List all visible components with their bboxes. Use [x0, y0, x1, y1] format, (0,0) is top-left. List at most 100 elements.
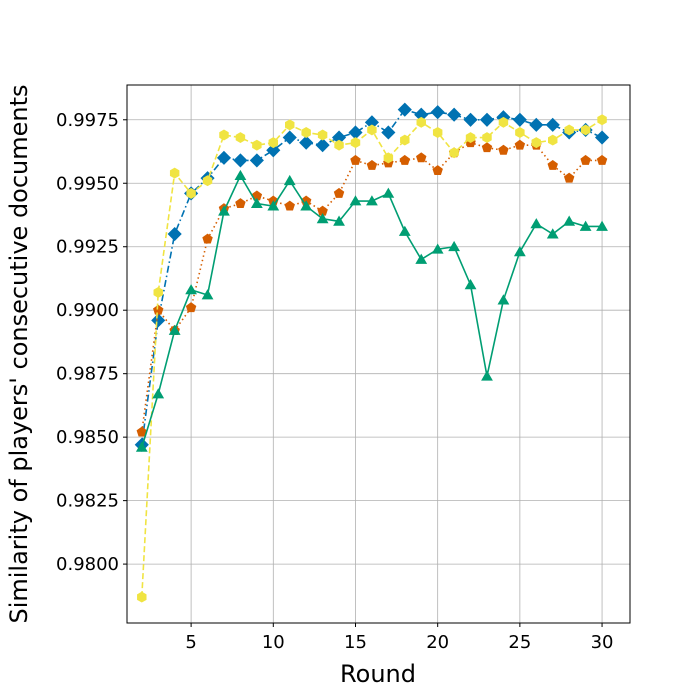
data-point	[580, 154, 591, 165]
data-point	[465, 132, 476, 144]
x-tick-label: 30	[591, 632, 614, 653]
data-point	[596, 154, 608, 165]
data-point	[366, 159, 378, 170]
data-point	[136, 426, 148, 437]
data-point	[529, 117, 544, 132]
data-point	[300, 200, 313, 211]
x-tick-label: 20	[426, 632, 449, 653]
data-point	[152, 388, 165, 399]
data-point	[350, 137, 361, 149]
y-tick-label: 0.9825	[56, 491, 119, 512]
data-point	[448, 240, 461, 252]
data-point	[299, 135, 314, 150]
data-point	[482, 132, 492, 144]
data-point	[153, 304, 164, 315]
series-4	[135, 169, 608, 452]
x-axis-title: Round	[340, 660, 416, 688]
data-point	[515, 127, 525, 138]
y-tick-label: 0.9975	[56, 110, 119, 131]
data-point	[579, 220, 592, 231]
data-point	[381, 125, 396, 140]
data-point	[546, 228, 559, 239]
data-point	[349, 195, 362, 206]
data-point	[512, 112, 527, 127]
data-point	[430, 105, 445, 120]
data-point	[168, 324, 181, 335]
data-point	[348, 125, 363, 140]
data-point	[383, 152, 394, 164]
data-point	[416, 116, 426, 128]
x-tick-label: 10	[262, 632, 285, 653]
data-point	[580, 124, 591, 136]
data-point	[545, 117, 560, 132]
y-tick-label: 0.9925	[56, 237, 119, 258]
y-tick-label: 0.9875	[56, 364, 119, 385]
series-line	[140, 141, 603, 433]
data-point	[234, 169, 247, 181]
data-point	[153, 286, 163, 298]
series-1	[134, 102, 610, 452]
data-point	[400, 134, 410, 146]
data-point	[498, 144, 509, 155]
data-point	[367, 124, 377, 136]
data-point	[285, 119, 295, 131]
data-point	[415, 253, 428, 264]
data-point	[350, 154, 361, 165]
data-point	[317, 129, 328, 141]
data-point	[563, 172, 575, 183]
data-point	[497, 294, 510, 305]
data-point	[201, 289, 214, 300]
data-point	[416, 152, 427, 163]
data-point	[249, 153, 264, 168]
series-line	[140, 119, 603, 598]
data-point	[399, 154, 411, 165]
data-point	[513, 246, 526, 257]
data-point	[282, 130, 297, 145]
data-point	[233, 153, 248, 168]
data-point	[135, 441, 148, 452]
data-point	[531, 137, 542, 149]
data-point	[449, 147, 459, 159]
data-point	[464, 279, 477, 290]
y-tick-label: 0.9850	[56, 427, 119, 448]
data-point	[151, 313, 166, 328]
x-tick-label: 15	[344, 632, 367, 653]
axis-ticks: 5 10 15 20 25 30 0.9800 0.9825 0.9850 0.9875 0.990…	[56, 110, 613, 653]
data-point	[597, 114, 607, 126]
data-point	[530, 218, 543, 229]
data-point	[316, 213, 329, 224]
data-point	[219, 129, 229, 141]
data-point	[514, 139, 526, 150]
data-point	[564, 124, 574, 136]
data-point	[432, 127, 443, 138]
data-point	[397, 102, 412, 117]
data-point	[334, 139, 344, 151]
data-point	[498, 116, 509, 128]
data-point	[398, 225, 411, 236]
data-point	[167, 226, 182, 242]
data-point	[169, 167, 180, 179]
data-point	[463, 112, 478, 127]
data-point	[333, 215, 345, 226]
data-point	[479, 112, 495, 127]
data-point	[594, 130, 610, 145]
data-point	[186, 187, 196, 199]
data-point	[596, 220, 608, 231]
data-point	[284, 200, 295, 211]
data-point	[481, 370, 493, 381]
data-point	[563, 215, 576, 226]
data-point	[252, 139, 262, 151]
y-tick-label: 0.9950	[56, 173, 119, 194]
data-point	[216, 150, 232, 165]
grid-lines	[127, 85, 630, 623]
series-line	[141, 173, 603, 448]
data-point	[235, 198, 246, 209]
data-point	[301, 127, 311, 138]
data-point	[432, 165, 443, 176]
data-point	[547, 159, 558, 170]
plot-frame	[126, 84, 631, 624]
data-point	[266, 143, 281, 158]
data-point	[382, 187, 395, 198]
data-point	[431, 243, 444, 254]
